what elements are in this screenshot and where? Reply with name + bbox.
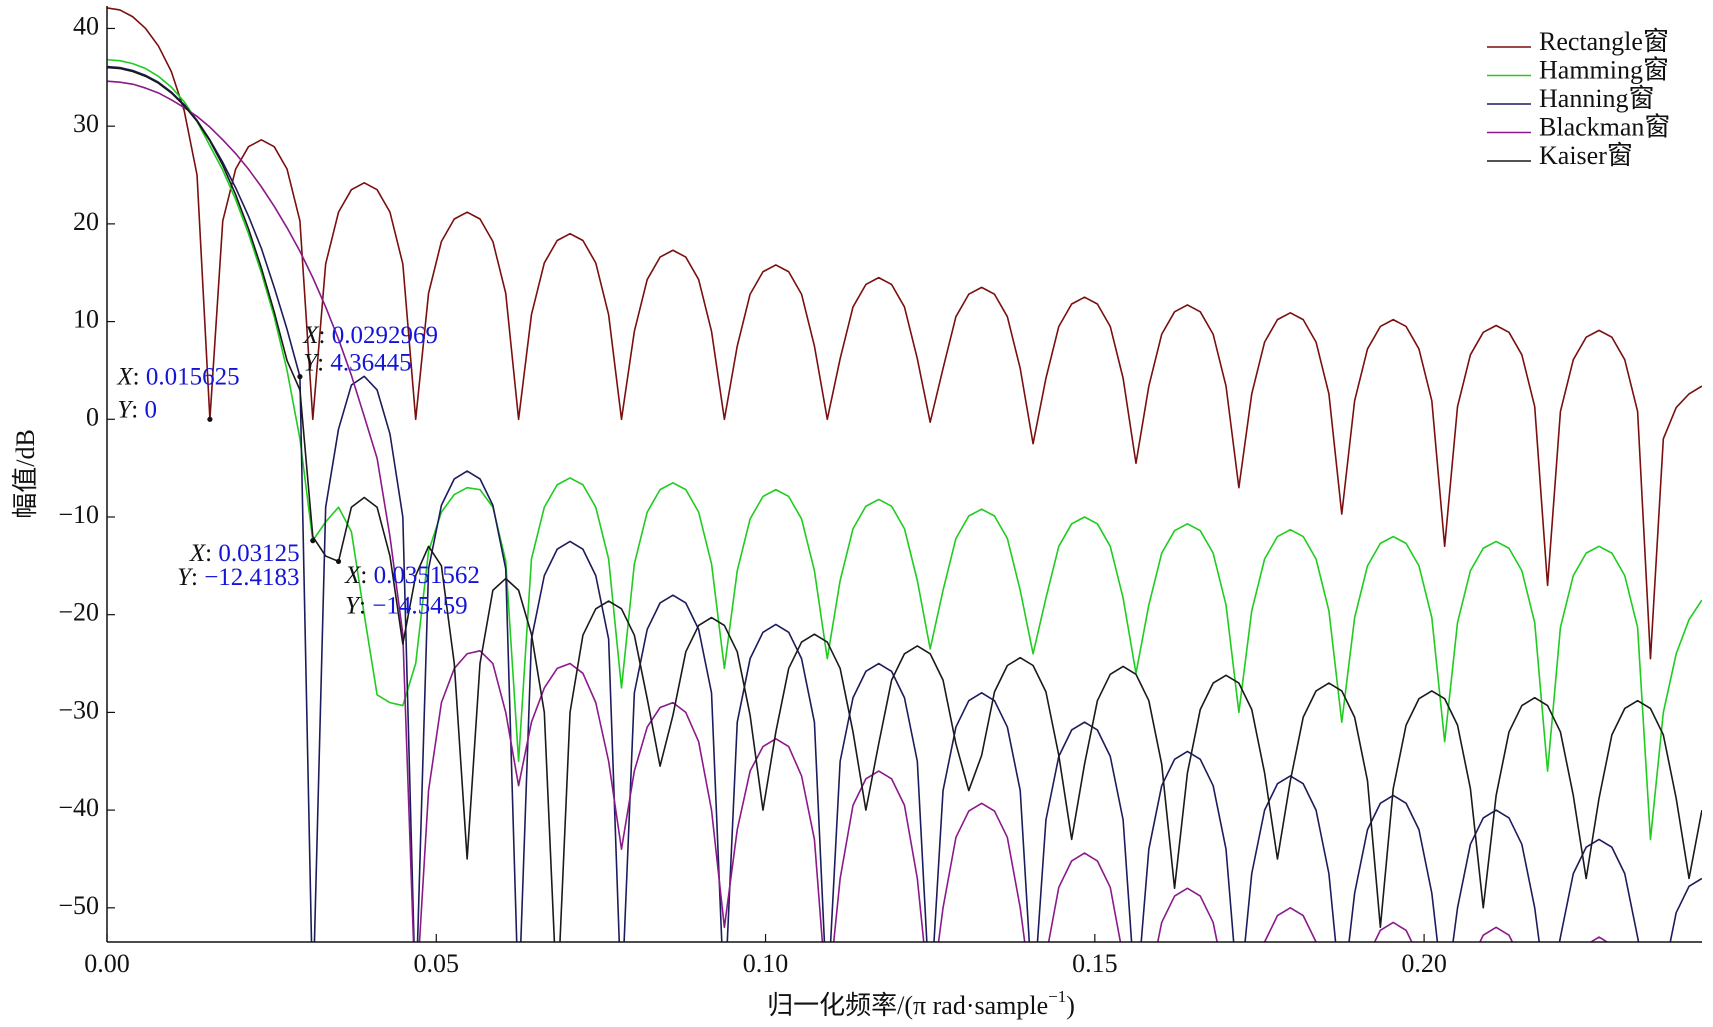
y-tick-label: 0 (86, 402, 99, 431)
x-tick-label: 0.10 (743, 949, 789, 978)
legend-label: Rectangle窗 (1539, 27, 1669, 56)
data-tip-separator: : (133, 363, 146, 390)
y-axis-label: 幅值/dB (11, 429, 40, 519)
x-tick-label: 0.05 (414, 949, 460, 978)
data-tip-text: X: 0.03125 (189, 540, 300, 567)
series-line (107, 65, 1702, 942)
y-tick-label: −50 (58, 891, 99, 920)
y-tick-label: −30 (58, 695, 99, 724)
data-tip-key: X (344, 562, 362, 589)
y-tick-label: −40 (58, 793, 99, 822)
data-tip-value: 0.03125 (218, 540, 299, 567)
legend-label: Blackman窗 (1539, 112, 1670, 141)
data-tip-point (297, 374, 303, 380)
y-tick-label: 30 (73, 109, 99, 138)
legend-label: Kaiser窗 (1539, 141, 1633, 170)
data-tip-separator: : (317, 349, 330, 376)
series-line (107, 58, 1702, 841)
data-tip-separator: : (131, 396, 144, 423)
data-tip-text: X: 0.0292969 (302, 322, 438, 349)
data-tip-value: 0 (144, 396, 157, 423)
x-axis-label-sup: −1 (1048, 987, 1066, 1006)
data-tip-point (310, 538, 316, 544)
series-line (107, 7, 1702, 660)
legend-label: Hanning窗 (1539, 84, 1655, 113)
data-tip-key: Y (303, 349, 320, 376)
data-tip-point (207, 416, 213, 422)
data-tip-key: X (189, 540, 207, 567)
y-tick-label: 20 (73, 207, 99, 236)
data-tip-text: X: 0.0351562 (344, 562, 480, 589)
plot-area (107, 7, 1702, 942)
x-tick-label: 0.00 (84, 949, 130, 978)
data-tip-key: Y (117, 396, 134, 423)
x-axis-label-text: 归一化频率/(π rad·sample (767, 991, 1048, 1020)
x-axis-label-tail: ) (1066, 991, 1075, 1020)
data-tip-separator: : (205, 540, 218, 567)
data-tip-value: 0.0292969 (332, 322, 438, 349)
data-tip-separator: : (319, 322, 332, 349)
data-tip-key: X (116, 363, 134, 390)
y-tick-label: 10 (73, 305, 99, 334)
data-tip-point (335, 558, 342, 565)
x-tick-label: 0.15 (1072, 949, 1118, 978)
data-tip-separator: : (360, 562, 373, 589)
data-tip-value: 0.0351562 (374, 562, 480, 589)
y-tick-label: −20 (58, 598, 99, 627)
series-line (107, 80, 1609, 942)
y-tick-label: 40 (73, 11, 99, 40)
x-axis-label: 归一化频率/(π rad·sample−1) (767, 987, 1075, 1020)
legend-label: Hamming窗 (1539, 55, 1669, 84)
data-tip-text: Y: 0 (117, 396, 157, 423)
data-tip-key: Y (177, 564, 194, 591)
data-tip-text: Y: −12.4183 (177, 564, 299, 591)
series-line (107, 66, 1702, 942)
data-tip-value: −12.4183 (204, 564, 299, 591)
data-tip-separator: : (359, 592, 372, 619)
data-tip-text: X: 0.015625 (116, 363, 239, 390)
data-tip-value: 4.36445 (330, 349, 411, 376)
data-tip-text: Y: −14.5459 (345, 592, 467, 619)
y-tick-label: −10 (58, 500, 99, 529)
data-tip-text: Y: 4.36445 (303, 349, 411, 376)
data-tip-separator: : (191, 564, 204, 591)
data-tip-key: X (302, 322, 320, 349)
data-tip-key: Y (345, 592, 362, 619)
x-tick-label: 0.20 (1401, 949, 1447, 978)
data-tip-value: −14.5459 (372, 592, 467, 619)
data-tip-value: 0.015625 (146, 363, 240, 390)
